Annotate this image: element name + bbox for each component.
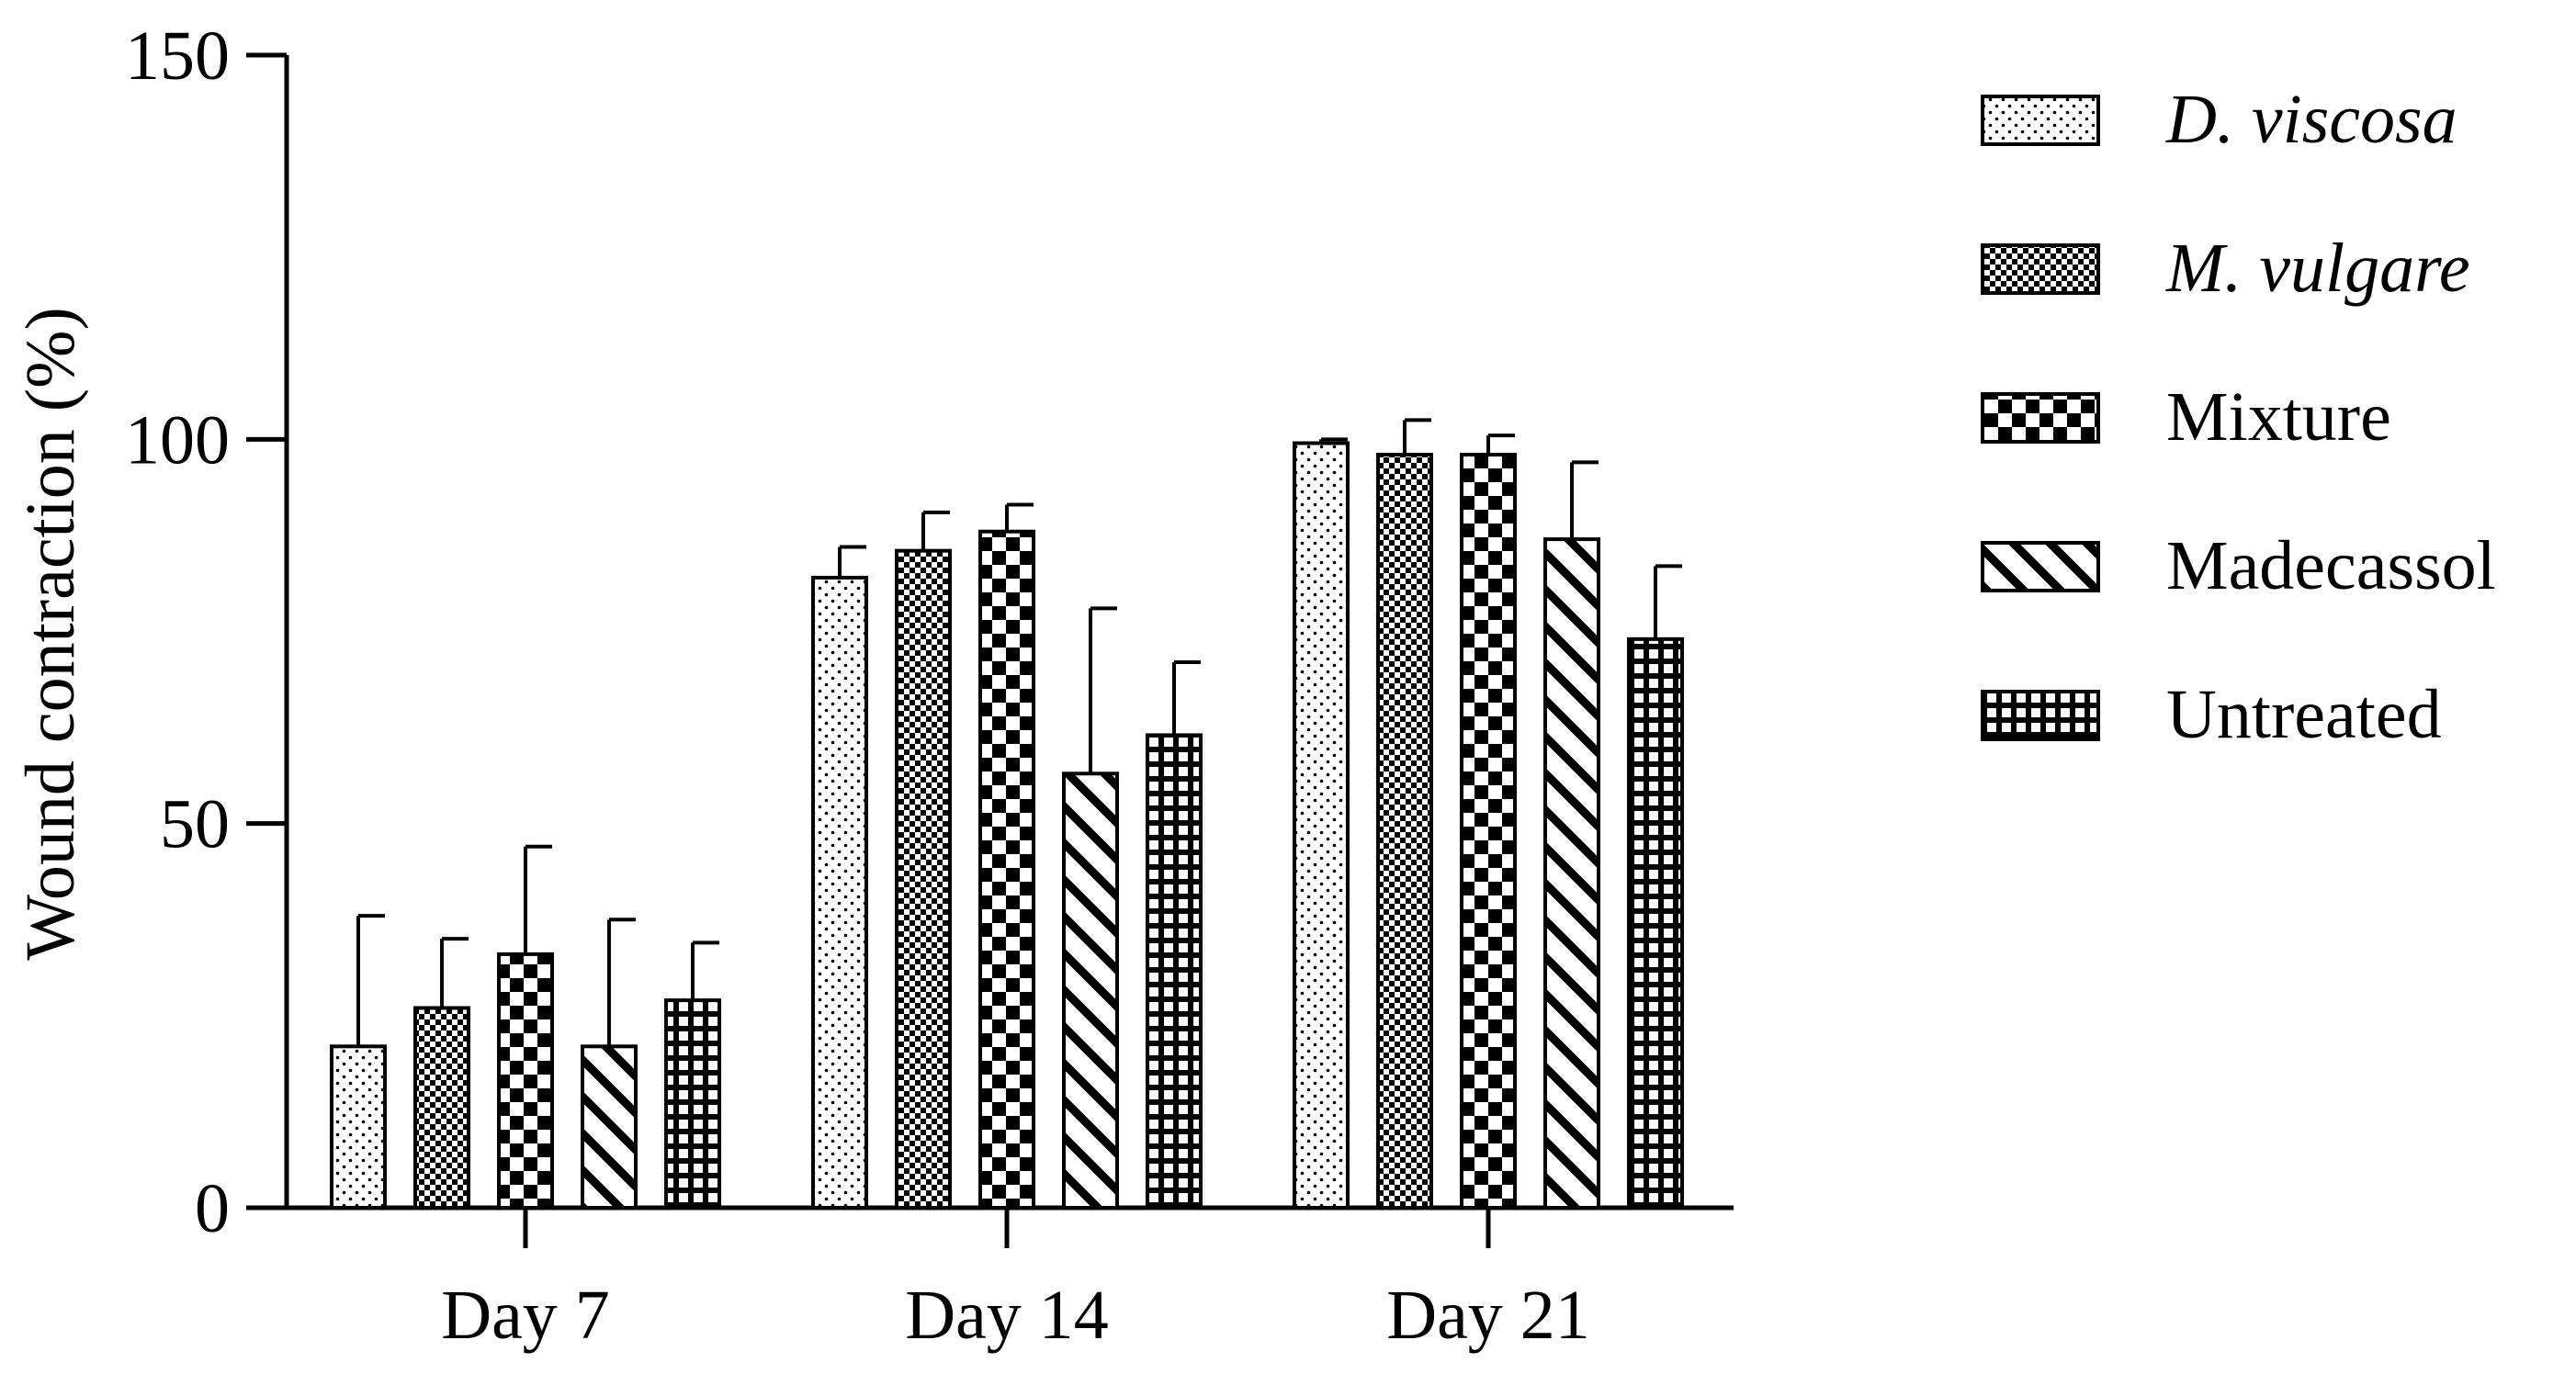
bar-d-viscosa-day-14 bbox=[811, 575, 868, 1210]
legend-swatch bbox=[1981, 95, 2100, 146]
legend-label: Untreated bbox=[2166, 676, 2442, 753]
y-tick-label: 150 bbox=[125, 17, 230, 95]
bar-untreated-day-14 bbox=[1146, 733, 1203, 1210]
bar-mixture-day-21 bbox=[1460, 453, 1517, 1211]
legend-label: Mixture bbox=[2166, 378, 2391, 456]
y-tick-label: 100 bbox=[125, 401, 230, 479]
legend-swatch bbox=[1981, 392, 2100, 444]
bar-mixture-day-14 bbox=[978, 529, 1035, 1210]
legend: D. viscosa M. vulgare Mixture Madecassol Unt… bbox=[1981, 81, 2496, 753]
bar-m-vulgare-day-21 bbox=[1376, 453, 1433, 1211]
bar-d-viscosa-day-21 bbox=[1293, 441, 1350, 1210]
bar-madecassol-day-21 bbox=[1543, 537, 1600, 1210]
bar-m-vulgare-day-14 bbox=[895, 548, 952, 1210]
legend-label: M. vulgare bbox=[2165, 230, 2470, 307]
bar-untreated-day-21 bbox=[1627, 636, 1684, 1210]
bar-madecassol-day-7 bbox=[581, 1044, 638, 1211]
x-axis-ticks: Day 7 Day 14 Day 21 bbox=[441, 1208, 1590, 1354]
bar-series bbox=[330, 418, 1684, 1211]
legend-label: Madecassol bbox=[2166, 527, 2496, 604]
legend-swatch bbox=[1981, 243, 2100, 295]
x-tick-label: Day 14 bbox=[905, 1277, 1109, 1354]
y-tick-label: 50 bbox=[160, 786, 230, 863]
bar-d-viscosa-day-7 bbox=[330, 1044, 387, 1211]
legend-swatch bbox=[1981, 690, 2100, 741]
y-tick-label: 0 bbox=[195, 1170, 230, 1247]
y-axis-ticks: 0 50 100 150 bbox=[125, 17, 287, 1247]
bar-madecassol-day-14 bbox=[1062, 771, 1119, 1210]
x-tick-label: Day 7 bbox=[441, 1277, 610, 1354]
bar-mixture-day-7 bbox=[497, 952, 554, 1211]
legend-swatch bbox=[1981, 541, 2100, 592]
bar-untreated-day-7 bbox=[664, 998, 721, 1210]
x-tick-label: Day 21 bbox=[1386, 1277, 1590, 1354]
legend-label: D. viscosa bbox=[2165, 81, 2457, 158]
bar-m-vulgare-day-7 bbox=[413, 1006, 470, 1211]
y-axis-title: Wound contraction (%) bbox=[12, 307, 89, 960]
